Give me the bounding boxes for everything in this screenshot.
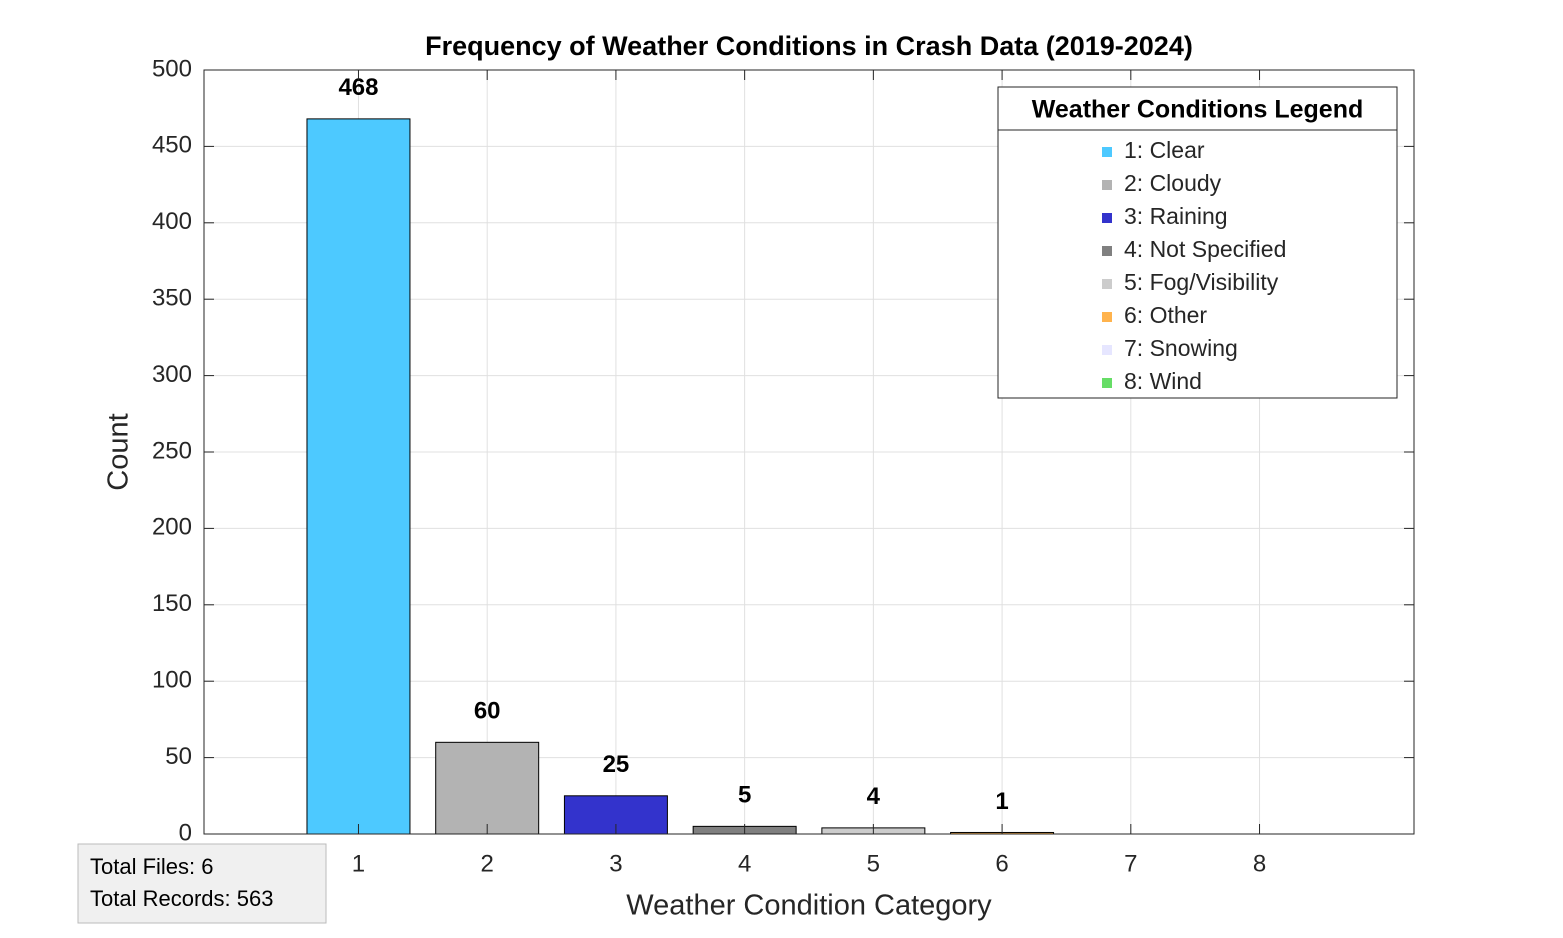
- value-label: 1: [995, 788, 1008, 815]
- x-tick-label: 8: [1253, 850, 1266, 877]
- legend-label: 8: Wind: [1124, 368, 1202, 394]
- legend-marker: [1102, 345, 1112, 355]
- plot-frame: [203, 69, 1415, 835]
- y-tick-label: 450: [152, 132, 192, 159]
- bar: [563, 795, 668, 835]
- legend-label: 1: Clear: [1124, 137, 1205, 163]
- y-tick-label: 50: [165, 743, 192, 770]
- legend-marker: [1102, 180, 1112, 190]
- legend-marker: [1102, 378, 1112, 388]
- y-tick-label: 0: [179, 819, 192, 846]
- x-tick-label: 1: [352, 850, 365, 877]
- x-tick-label: 2: [481, 850, 494, 877]
- y-tick-label: 250: [152, 437, 192, 464]
- y-axis-label: Count: [103, 413, 135, 490]
- value-label: 25: [603, 751, 630, 778]
- bar: [435, 741, 540, 835]
- value-label: 5: [738, 782, 751, 809]
- legend-box: [997, 86, 1398, 399]
- x-tick-label: 4: [738, 850, 751, 877]
- y-tick-label: 400: [152, 208, 192, 235]
- x-tick-label: 7: [1124, 850, 1137, 877]
- y-tick-label: 500: [152, 55, 192, 82]
- legend-label: 6: Other: [1124, 302, 1207, 328]
- legend-label: 5: Fog/Visibility: [1124, 269, 1279, 295]
- bar: [306, 118, 411, 835]
- value-label: 4: [867, 783, 881, 810]
- y-tick-label: 350: [152, 285, 192, 312]
- x-tick-label: 5: [867, 850, 880, 877]
- legend-marker: [1102, 279, 1112, 289]
- legend-marker: [1102, 312, 1112, 322]
- y-tick-label: 100: [152, 667, 192, 694]
- legend-marker: [1102, 147, 1112, 157]
- legend-label: 2: Cloudy: [1124, 170, 1222, 196]
- annotation-text: Total Records: 563: [90, 886, 273, 911]
- legend-marker: [1102, 213, 1112, 223]
- x-axis-label: Weather Condition Category: [626, 890, 992, 922]
- x-tick-label: 3: [609, 850, 622, 877]
- legend-label: 7: Snowing: [1124, 335, 1238, 361]
- legend-label: 3: Raining: [1124, 203, 1228, 229]
- legend-title: Weather Conditions Legend: [1032, 96, 1364, 124]
- chart-title: Frequency of Weather Conditions in Crash…: [425, 31, 1193, 61]
- annotation-box: [77, 843, 327, 924]
- annotation-text: Total Files: 6: [90, 854, 214, 879]
- legend-label: 4: Not Specified: [1124, 236, 1286, 262]
- x-tick-label: 6: [995, 850, 1008, 877]
- y-tick-label: 300: [152, 361, 192, 388]
- y-tick-label: 200: [152, 514, 192, 541]
- legend-marker: [1102, 246, 1112, 256]
- y-tick-label: 150: [152, 590, 192, 617]
- value-label: 60: [474, 698, 501, 725]
